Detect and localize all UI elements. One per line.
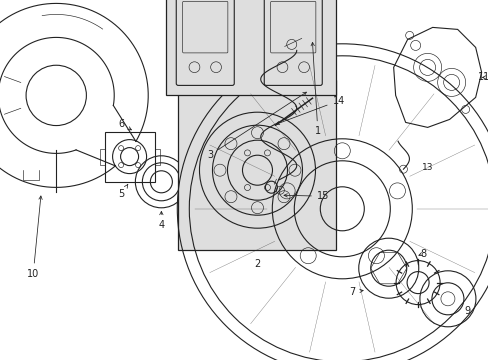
Text: 13: 13 (421, 163, 432, 172)
Text: 14: 14 (276, 96, 344, 125)
Text: 8: 8 (418, 249, 425, 259)
Text: 1: 1 (310, 42, 320, 136)
Text: 11: 11 (477, 72, 488, 82)
Text: 7: 7 (348, 287, 363, 297)
Text: 6: 6 (118, 119, 131, 130)
Text: 9: 9 (463, 306, 469, 316)
FancyBboxPatch shape (178, 80, 336, 250)
Bar (100, 149, 104, 165)
Text: 3: 3 (207, 92, 306, 160)
Text: 10: 10 (27, 196, 42, 279)
Bar (104, 132, 154, 181)
FancyBboxPatch shape (166, 0, 336, 95)
Text: 2: 2 (254, 259, 260, 269)
Text: 5: 5 (118, 184, 127, 199)
Bar (154, 149, 159, 165)
Text: 15: 15 (284, 191, 328, 201)
Text: 4: 4 (158, 211, 164, 230)
